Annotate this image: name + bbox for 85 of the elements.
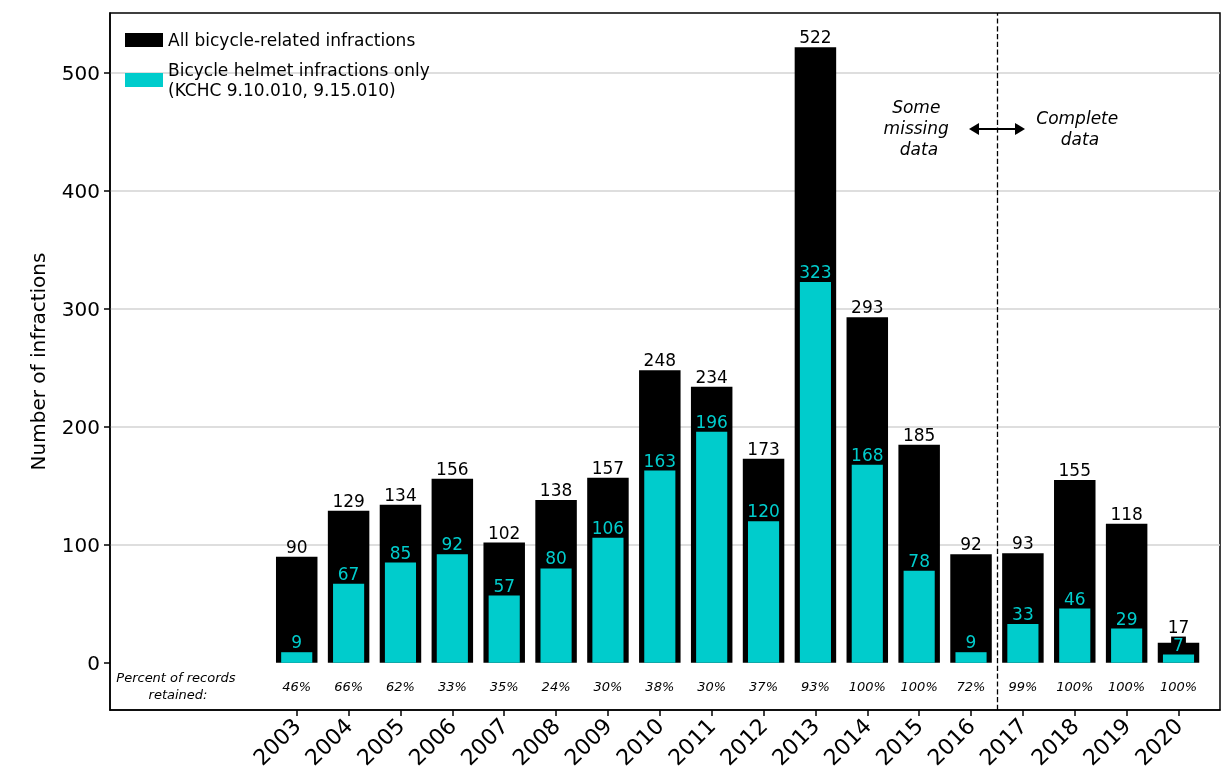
bar	[436, 554, 468, 663]
bar	[333, 583, 365, 663]
data-label: 9	[965, 632, 977, 653]
bar	[281, 652, 313, 663]
annotation: Percent of records retained:	[116, 670, 240, 703]
y-tick-label: 200	[61, 414, 100, 439]
data-label: 118	[1110, 503, 1143, 524]
y-tick-label: 500	[61, 61, 100, 86]
annotation: 100%	[1056, 678, 1094, 694]
annotation: 30%	[697, 678, 727, 694]
data-label: 46	[1063, 588, 1086, 609]
bar	[903, 570, 935, 663]
bar	[1059, 608, 1091, 663]
data-label: 85	[389, 542, 412, 563]
data-label: 57	[493, 575, 516, 596]
annotation: 72%	[956, 678, 986, 694]
bar	[592, 537, 624, 663]
annotation: 100%	[900, 678, 938, 694]
annotation: Complete data	[1036, 107, 1124, 149]
data-label: 157	[591, 457, 625, 478]
data-label: 33	[1012, 603, 1034, 624]
data-label: 522	[799, 27, 832, 48]
data-label: 248	[643, 350, 677, 371]
data-label: 102	[487, 522, 521, 543]
data-label: 29	[1115, 608, 1138, 629]
annotation: 100%	[1159, 678, 1198, 694]
data-label: 120	[747, 501, 780, 522]
bar	[384, 562, 417, 663]
data-label: 155	[1058, 460, 1091, 481]
data-label: 80	[545, 548, 567, 569]
annotation: 62%	[386, 678, 415, 694]
bar	[950, 554, 992, 663]
bar	[747, 521, 780, 663]
data-label: 168	[851, 444, 884, 465]
data-label: 106	[591, 517, 625, 538]
bar	[540, 568, 572, 663]
data-label: 134	[384, 484, 417, 505]
bar	[1007, 623, 1039, 663]
data-label: 93	[1012, 533, 1034, 554]
bar	[696, 431, 728, 663]
annotation: 66%	[334, 678, 364, 694]
data-label: 7	[1173, 634, 1184, 655]
y-tick-label: 100	[61, 532, 100, 557]
data-label: 17	[1167, 616, 1190, 637]
data-label: 90	[285, 536, 308, 557]
annotation: 93%	[800, 678, 830, 694]
y-axis-title: Number of infractions	[26, 252, 50, 471]
annotation: 38%	[645, 678, 675, 694]
annotation: 100%	[848, 678, 886, 694]
data-label: 92	[441, 534, 464, 555]
data-label: 323	[799, 261, 832, 282]
data-label: 156	[436, 458, 469, 479]
bar	[955, 652, 987, 663]
annotation: 46%	[282, 678, 312, 694]
annotation: 35%	[489, 678, 519, 694]
annotation: Some missing data	[883, 97, 955, 159]
legend-label: All bicycle-related infractions	[168, 30, 416, 50]
data-label: 78	[908, 550, 930, 571]
bar	[851, 464, 883, 663]
bar	[1162, 654, 1195, 663]
data-label: 185	[902, 424, 936, 445]
y-tick-label: 400	[61, 179, 100, 204]
data-label: 293	[851, 297, 884, 318]
bar	[644, 470, 676, 663]
data-label: 163	[643, 450, 677, 471]
data-label: 173	[747, 438, 780, 459]
annotation: 30%	[593, 678, 623, 694]
data-label: 138	[539, 480, 573, 501]
bar	[488, 595, 520, 663]
y-tick-label: 0	[87, 650, 100, 675]
annotation: 37%	[749, 678, 778, 694]
bar	[1111, 628, 1143, 663]
annotation: 99%	[1008, 678, 1038, 694]
y-tick-label: 300	[61, 297, 100, 322]
annotation: 24%	[541, 678, 571, 694]
data-label: 196	[695, 411, 728, 432]
data-label: 67	[337, 563, 360, 584]
data-label: 92	[960, 534, 982, 555]
annotation: 33%	[437, 678, 467, 694]
legend-label: Bicycle helmet infractions only (KCHC 9.10.010, 9.15.010)	[168, 60, 430, 100]
data-label: 9	[291, 632, 303, 653]
data-label: 234	[695, 366, 728, 387]
data-label: 129	[332, 490, 365, 511]
annotation: 100%	[1108, 678, 1146, 694]
bar	[799, 281, 831, 663]
